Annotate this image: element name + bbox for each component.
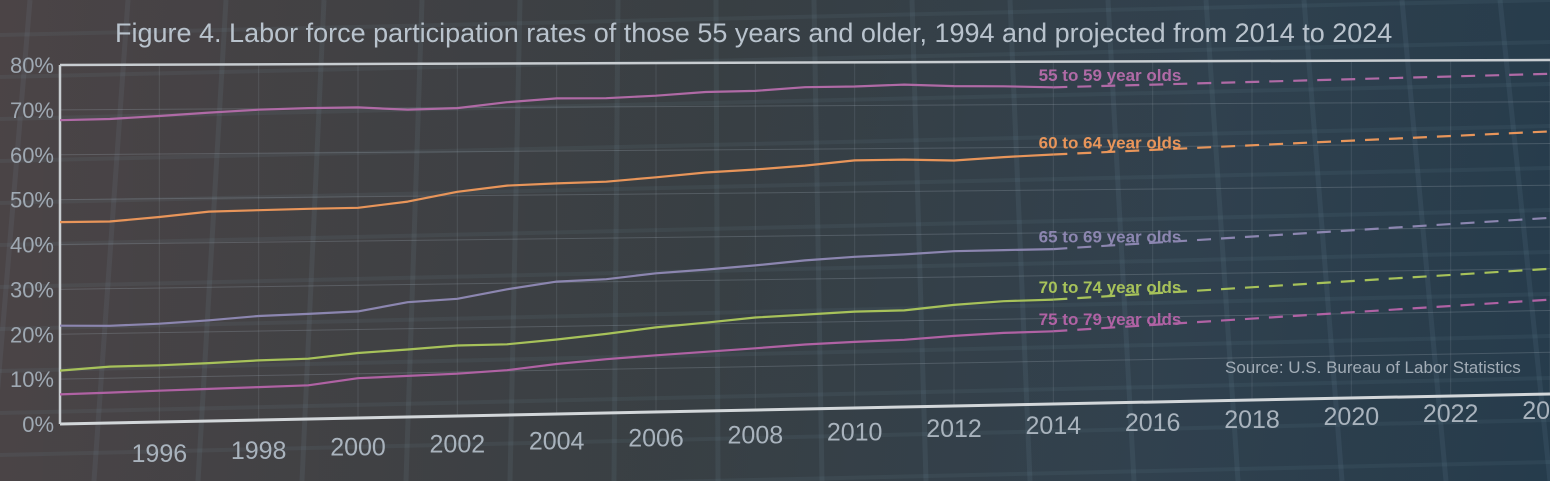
series-line (59, 83, 1054, 122)
x-tick-label: 1998 (231, 437, 287, 465)
series-label: 65 to 69 year olds (1039, 228, 1182, 247)
series-label: 75 to 79 year olds (1039, 310, 1182, 329)
x-tick-label: 2004 (529, 428, 585, 456)
plot-area: 0% 10% 20% 30% 40% 50% 60% 70% 80% 1996 1998 2000 20… (10, 53, 1550, 468)
x-tick-label: 2022 (1423, 400, 1479, 428)
x-tick-label: 1996 (132, 440, 188, 468)
series-projection-line (1053, 72, 1550, 89)
bg-tile-line (0, 0, 33, 391)
bg-tile-line (507, 0, 523, 481)
series-label: 60 to 64 year olds (1039, 133, 1182, 152)
bg-tile-line (1497, 0, 1550, 481)
series-projection-line (1053, 267, 1550, 301)
bg-tile-line (0, 82, 1550, 121)
bg-tile-line (1301, 0, 1345, 481)
bg-tile-line (299, 0, 327, 481)
bg-tile-line (0, 40, 1550, 79)
series-line (59, 298, 1054, 372)
y-tick-label: 20% (10, 322, 54, 347)
series-line (59, 330, 1054, 396)
bg-tile-line (909, 0, 929, 481)
bg-tile-line (811, 0, 825, 481)
gridline-horizontal (59, 226, 1550, 245)
bg-tile-line (0, 166, 1550, 205)
bg-tile-line (0, 0, 1550, 37)
series-label: 70 to 74 year olds (1039, 278, 1182, 297)
x-tick-label: 2020 (1324, 403, 1380, 431)
x-tick-label: 2002 (430, 431, 486, 459)
chart-title: Figure 4. Labor force participation rate… (115, 18, 1392, 48)
series-projection-line (1053, 130, 1550, 156)
bg-tile-line (0, 334, 1550, 373)
x-tick-label: 2018 (1224, 406, 1280, 434)
gridline-horizontal (59, 143, 1550, 156)
bg-tile-line (0, 292, 1550, 331)
bg-tile-line (0, 418, 1550, 457)
y-tick-label: 80% (10, 53, 54, 78)
y-tick-label: 70% (10, 98, 54, 123)
bg-tile-line (1399, 0, 1449, 481)
gridline-horizontal (59, 268, 1550, 290)
bg-tile-line (1105, 0, 1137, 481)
series-label: 55 to 59 year olds (1039, 66, 1182, 85)
bg-tile-line (611, 0, 621, 481)
gridline-horizontal (59, 184, 1550, 201)
bg-tile-line (0, 124, 1550, 163)
bg-tile-line (91, 0, 131, 481)
y-tick-label: 40% (10, 233, 54, 258)
x-tick-label: 2006 (628, 424, 684, 452)
bg-tile-line (0, 250, 1550, 289)
y-tick-label: 60% (10, 143, 54, 168)
y-tick-label: 50% (10, 188, 54, 213)
y-tick-label: 30% (10, 277, 54, 302)
x-tick-label: 2016 (1125, 409, 1181, 437)
series-projection-line (1053, 216, 1550, 251)
x-tick-label: 2012 (926, 415, 982, 443)
x-tick-label: 2014 (1026, 412, 1082, 440)
bg-tile-line (619, 460, 1550, 481)
bg-tile-line (195, 0, 229, 481)
gridline-horizontal (59, 351, 1550, 380)
bg-tile-line (1007, 0, 1033, 481)
bg-tile-line (0, 376, 1550, 415)
source-note: Source: U.S. Bureau of Labor Statistics (1225, 358, 1521, 377)
series-projection-line (1053, 298, 1550, 333)
bg-tile-line (713, 0, 721, 481)
x-axis-line (59, 392, 1550, 426)
bg-tile-line (0, 208, 1550, 247)
bg-tile-line (403, 0, 425, 481)
x-tick-label: 2024 (1522, 397, 1550, 425)
y-tick-label: 0% (22, 412, 54, 437)
series-line (59, 153, 1054, 224)
x-tick-label: 2000 (330, 434, 386, 462)
x-tick-label: 2008 (728, 421, 784, 449)
top-frame-line (59, 58, 1550, 67)
x-tick-label: 2010 (827, 418, 883, 446)
series-line (59, 248, 1054, 327)
y-tick-label: 10% (10, 367, 54, 392)
